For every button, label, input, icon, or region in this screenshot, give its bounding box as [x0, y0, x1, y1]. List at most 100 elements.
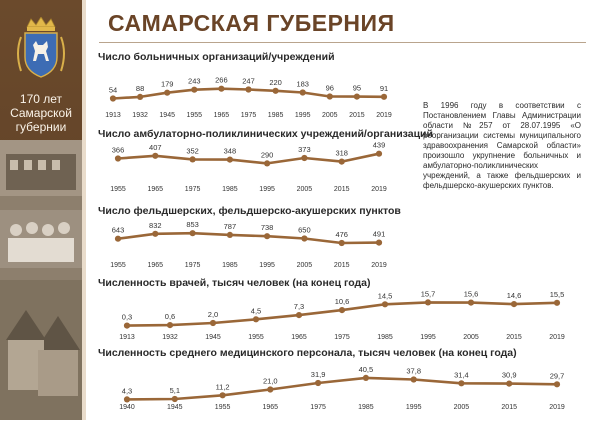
data-point — [301, 235, 308, 242]
data-label: 7,3 — [294, 302, 304, 311]
x-tick-label: 1975 — [185, 186, 201, 193]
x-tick-label: 1955 — [187, 112, 203, 119]
data-point — [137, 93, 144, 100]
data-label: 21,0 — [263, 377, 278, 386]
data-label: 0,6 — [165, 312, 175, 321]
data-label: 40,5 — [359, 365, 374, 374]
x-tick-label: 2019 — [549, 404, 565, 411]
data-label: 407 — [149, 143, 162, 152]
x-tick-label: 1995 — [259, 262, 275, 269]
data-point — [219, 392, 226, 399]
x-tick-label: 2019 — [371, 186, 387, 193]
x-tick-label: 2015 — [349, 112, 365, 119]
chart-2: Число амбулаторно-поликлинических учрежд… — [98, 128, 433, 193]
data-label: 832 — [149, 221, 162, 230]
x-tick-label: 1965 — [214, 112, 230, 119]
anniversary-line-3: губернии — [15, 120, 67, 134]
data-point — [226, 231, 233, 238]
chart-title: Число амбулаторно-поликлинических учрежд… — [98, 128, 433, 140]
x-tick-label: 1985 — [377, 334, 393, 341]
data-label: 220 — [269, 78, 282, 87]
data-point — [166, 322, 174, 329]
data-point — [381, 301, 389, 308]
x-tick-label: 2005 — [297, 262, 313, 269]
data-label: 266 — [215, 76, 228, 85]
data-point — [152, 152, 159, 159]
data-label: 179 — [161, 80, 174, 89]
data-point — [553, 299, 561, 306]
data-point — [267, 386, 274, 393]
x-tick-label: 2005 — [454, 404, 470, 411]
anniversary-caption: 170 лет Самарской губернии — [0, 92, 82, 134]
data-label: 738 — [261, 223, 274, 232]
data-point — [338, 307, 346, 314]
data-label: 5,1 — [170, 386, 180, 395]
data-label: 352 — [186, 146, 199, 155]
data-label: 183 — [296, 80, 309, 89]
data-label: 37,8 — [406, 367, 421, 376]
data-label: 10,6 — [335, 297, 350, 306]
data-point — [123, 396, 131, 403]
chart-title: Число больничных организаций/учреждений — [98, 51, 335, 63]
x-tick-label: 1975 — [310, 404, 326, 411]
data-point — [164, 89, 171, 96]
data-label: 318 — [335, 149, 348, 158]
x-tick-label: 1913 — [119, 334, 135, 341]
left-sidebar: 170 лет Самарской губернии — [0, 0, 82, 420]
x-tick-label: 1945 — [205, 334, 221, 341]
anniversary-line-2: Самарской — [10, 106, 72, 120]
data-label: 95 — [353, 84, 361, 93]
data-label: 15,7 — [421, 289, 436, 298]
data-label: 439 — [373, 141, 386, 150]
sidebar-divider — [82, 0, 86, 420]
x-tick-label: 1975 — [334, 334, 350, 341]
x-tick-label: 1940 — [119, 404, 135, 411]
data-label: 31,4 — [454, 370, 469, 379]
data-point — [114, 235, 122, 242]
x-tick-label: 1955 — [110, 186, 126, 193]
data-label: 0,3 — [122, 313, 132, 322]
x-tick-label: 1985 — [268, 112, 284, 119]
data-point — [553, 381, 561, 388]
data-label: 643 — [112, 226, 125, 235]
data-point — [245, 86, 252, 93]
data-label: 11,2 — [216, 382, 230, 391]
x-tick-label: 1995 — [406, 404, 422, 411]
data-point — [458, 380, 465, 387]
series-line — [116, 231, 381, 245]
data-label: 853 — [186, 220, 199, 229]
x-tick-label: 1955 — [110, 262, 126, 269]
x-tick-label: 2015 — [506, 334, 522, 341]
data-point — [326, 93, 333, 100]
data-point — [375, 239, 383, 246]
data-label: 348 — [224, 147, 237, 156]
title-underline — [99, 42, 586, 43]
data-point — [209, 319, 217, 327]
x-tick-label: 2015 — [334, 186, 350, 193]
data-point — [506, 380, 513, 387]
data-point — [380, 93, 388, 100]
data-label: 15,5 — [550, 290, 565, 299]
page-title: САМАРСКАЯ ГУБЕРНИЯ — [108, 10, 395, 36]
data-point — [218, 85, 225, 92]
data-label: 15,6 — [464, 290, 479, 299]
samara-coat-of-arms-icon — [13, 16, 69, 83]
data-point — [375, 150, 383, 157]
data-point — [252, 316, 260, 323]
data-point — [338, 239, 345, 247]
data-point — [264, 160, 271, 167]
chart-1: Число больничных организаций/учреждений 5… — [98, 51, 392, 119]
reorganization-note: В 1996 году в соответствии с Постановлен… — [423, 101, 581, 190]
x-tick-label: 2019 — [371, 262, 387, 269]
data-label: 31,9 — [311, 370, 326, 379]
x-tick-label: 1965 — [148, 262, 164, 269]
data-label: 4,5 — [251, 306, 261, 315]
data-label: 88 — [136, 84, 144, 93]
data-label: 373 — [298, 145, 311, 154]
data-label: 4,3 — [122, 386, 132, 395]
x-tick-label: 1955 — [248, 334, 264, 341]
data-point — [362, 374, 369, 381]
x-tick-label: 1995 — [295, 112, 311, 119]
x-tick-label: 1995 — [420, 334, 436, 341]
